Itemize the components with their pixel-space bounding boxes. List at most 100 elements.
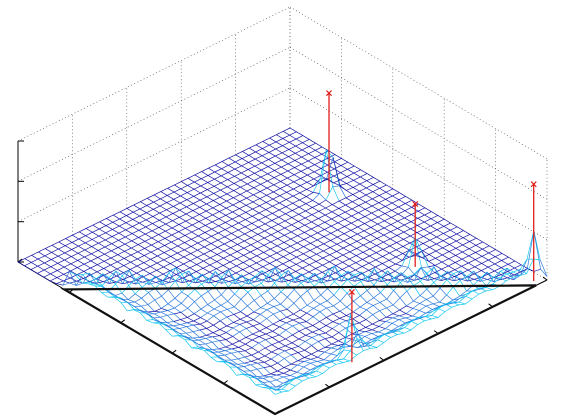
mesh-line bbox=[181, 181, 355, 282]
mesh-line bbox=[276, 369, 291, 376]
mesh-line bbox=[241, 274, 262, 296]
mesh-line bbox=[311, 341, 319, 346]
mesh-line bbox=[122, 270, 130, 284]
mesh-line bbox=[406, 289, 428, 307]
mesh-line bbox=[285, 329, 293, 336]
mesh-line bbox=[128, 270, 143, 285]
mesh-line bbox=[500, 268, 508, 280]
mesh-line bbox=[88, 270, 117, 286]
mesh-line bbox=[82, 158, 342, 284]
mesh-line bbox=[135, 274, 143, 285]
mesh-line bbox=[286, 312, 307, 324]
mesh-line bbox=[206, 291, 249, 322]
mesh-line bbox=[267, 290, 288, 310]
mesh-line bbox=[270, 373, 277, 376]
mesh-line bbox=[254, 270, 263, 282]
mesh-line bbox=[336, 313, 358, 361]
mesh-line bbox=[264, 347, 279, 355]
mesh-line bbox=[282, 388, 289, 392]
mesh-line bbox=[43, 142, 316, 278]
mesh-line bbox=[428, 266, 436, 273]
mesh-line bbox=[346, 268, 375, 294]
mesh-line bbox=[339, 323, 353, 335]
mesh-line bbox=[194, 174, 382, 283]
mesh-line bbox=[146, 319, 154, 321]
mesh-line bbox=[299, 322, 307, 329]
mesh-line bbox=[486, 271, 507, 282]
mesh-line bbox=[215, 164, 415, 281]
mesh-line bbox=[172, 334, 180, 337]
mesh-line bbox=[293, 289, 327, 318]
mesh-line bbox=[332, 320, 347, 329]
mesh-line bbox=[167, 187, 329, 282]
mesh-line bbox=[345, 314, 360, 322]
mesh-line bbox=[446, 270, 474, 296]
mesh-line bbox=[221, 269, 229, 284]
mesh-line bbox=[314, 218, 445, 282]
mesh-line bbox=[486, 271, 501, 283]
mesh-line bbox=[378, 315, 400, 327]
mesh-line bbox=[339, 177, 374, 191]
mesh-line bbox=[210, 350, 239, 357]
mesh-line bbox=[312, 178, 321, 193]
mesh-line bbox=[445, 298, 460, 306]
mesh-line bbox=[332, 157, 368, 186]
mesh-line bbox=[107, 296, 115, 298]
mesh-line bbox=[232, 328, 247, 337]
mesh-line bbox=[401, 274, 415, 281]
mesh-line bbox=[310, 356, 318, 360]
mesh-line bbox=[365, 290, 408, 320]
mesh-line bbox=[257, 358, 272, 364]
mesh-line bbox=[168, 267, 176, 283]
mesh-line bbox=[262, 141, 501, 280]
mesh-line bbox=[140, 312, 147, 314]
mesh-line bbox=[228, 157, 409, 261]
mesh-line bbox=[318, 332, 339, 342]
mesh-line bbox=[193, 320, 208, 326]
mesh-line bbox=[191, 339, 220, 345]
mesh-line bbox=[406, 290, 440, 310]
mesh-line bbox=[195, 273, 203, 284]
mesh-line bbox=[309, 364, 324, 374]
mesh-line bbox=[540, 268, 548, 277]
mesh-line bbox=[261, 270, 269, 283]
mesh-line bbox=[293, 272, 315, 290]
mesh-line bbox=[204, 350, 212, 352]
mesh-line bbox=[334, 266, 342, 282]
mesh-line bbox=[249, 376, 257, 379]
mesh-line bbox=[506, 268, 528, 281]
mesh-line bbox=[199, 320, 221, 331]
mesh-line bbox=[433, 266, 442, 281]
mesh-line bbox=[154, 311, 161, 313]
mesh-line bbox=[421, 237, 477, 262]
mesh-line bbox=[326, 169, 361, 184]
mesh-line bbox=[160, 311, 290, 384]
mesh-line bbox=[373, 268, 382, 282]
mesh-line bbox=[37, 139, 310, 274]
mesh-line bbox=[115, 270, 124, 284]
peak-markers bbox=[325, 90, 537, 363]
mesh-line bbox=[465, 295, 473, 300]
mesh-line bbox=[231, 348, 252, 362]
mesh-line bbox=[146, 312, 175, 319]
mesh-line bbox=[360, 271, 369, 282]
mesh-line bbox=[226, 324, 240, 333]
mesh-line bbox=[191, 346, 199, 349]
mesh-line bbox=[332, 185, 340, 187]
mesh-line bbox=[367, 270, 396, 282]
mesh-line bbox=[201, 295, 234, 323]
mesh-line bbox=[186, 322, 207, 336]
mesh-line bbox=[358, 334, 378, 341]
mesh-line bbox=[327, 271, 348, 294]
mesh-line bbox=[284, 350, 298, 362]
mesh-line bbox=[305, 327, 319, 336]
mesh-line bbox=[168, 270, 189, 290]
mesh-line bbox=[255, 144, 327, 184]
mesh-line bbox=[394, 265, 403, 272]
mesh-line bbox=[296, 370, 317, 375]
mesh-line bbox=[265, 334, 280, 341]
mesh-line bbox=[219, 336, 233, 342]
axis-grid bbox=[17, 6, 548, 281]
mesh-line bbox=[354, 271, 362, 282]
